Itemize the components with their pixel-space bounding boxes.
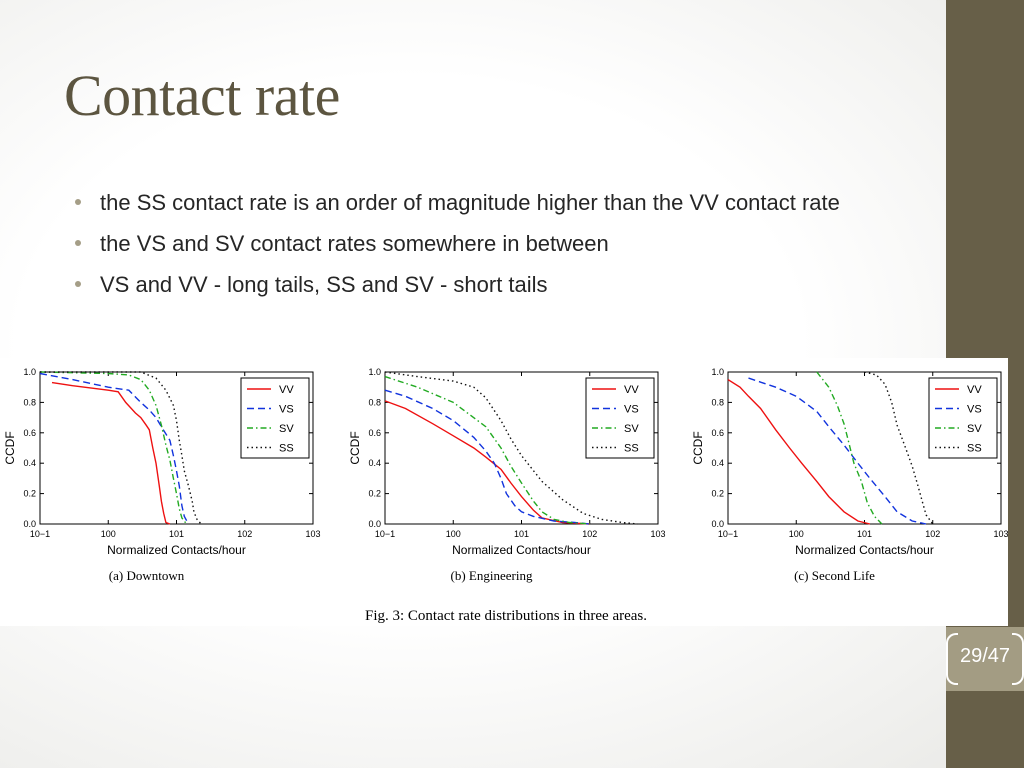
y-tick-label: 0.8: [368, 397, 381, 407]
page-number: 29/47: [959, 645, 1011, 667]
x-tick-label: 102: [237, 529, 252, 539]
legend-label: VV: [967, 384, 982, 396]
series-line-ss: [864, 371, 934, 525]
bullet-item: the SS contact rate is an order of magni…: [74, 186, 874, 220]
y-tick-label: 0.8: [23, 397, 36, 407]
legend-label: VV: [279, 384, 294, 396]
figure-panel: 10−1 100 101 102 103 0.0 0.2 0.4 0.6 0.8 1.0 Normal…: [0, 358, 1008, 626]
x-tick-label: 10−1: [718, 529, 738, 539]
series-line-vs: [748, 377, 927, 525]
x-tick-label: 101: [514, 529, 529, 539]
legend-label: SS: [279, 443, 294, 455]
y-tick-label: 0.8: [711, 397, 724, 407]
y-tick-label: 1.0: [23, 367, 36, 377]
slide-title: Contact rate: [64, 63, 340, 128]
series-line-sv: [39, 371, 188, 525]
subfigure-caption: (c) Second Life: [794, 568, 875, 583]
y-tick-label: 0.6: [368, 428, 381, 438]
legend-label: SV: [279, 423, 294, 435]
x-axis-label: Normalized Contacts/hour: [795, 543, 934, 557]
x-tick-label: 103: [305, 529, 320, 539]
x-tick-label: 102: [925, 529, 940, 539]
legend-label: SV: [967, 423, 982, 435]
counter-bracket-right: [1012, 633, 1024, 685]
bullet-item: the VS and SV contact rates somewhere in…: [74, 227, 874, 261]
series-line-vv: [384, 400, 590, 525]
y-tick-label: 1.0: [711, 367, 724, 377]
series-line-vv: [51, 381, 171, 525]
legend-box: [928, 377, 998, 459]
figure-svg: 10−1 100 101 102 103 0.0 0.2 0.4 0.6 0.8 1.0 Normal…: [3, 367, 1008, 624]
series-line-sv: [384, 375, 590, 525]
legend-label: SS: [624, 443, 639, 455]
x-tick-label: 101: [169, 529, 184, 539]
x-tick-label: 103: [993, 529, 1008, 539]
y-tick-label: 0.4: [368, 458, 381, 468]
bullet-list: the SS contact rate is an order of magni…: [74, 186, 874, 309]
series-line-ss: [384, 371, 638, 525]
chart-panel: 10−1 100 101 102 103 0.0 0.2 0.4 0.6 0.8 1.0 Normal…: [691, 367, 1008, 583]
figure-caption: Fig. 3: Contact rate distributions in th…: [365, 608, 647, 624]
legend-box: [585, 377, 655, 459]
legend-label: VS: [279, 404, 294, 416]
x-axis-label: Normalized Contacts/hour: [107, 543, 246, 557]
page-counter: 29/47: [946, 627, 1024, 691]
x-tick-label: 102: [582, 529, 597, 539]
chart-panel: 10−1 100 101 102 103 0.0 0.2 0.4 0.6 0.8 1.0 Normal…: [348, 367, 666, 583]
series-line-vs: [39, 372, 190, 525]
legend-label: VS: [624, 404, 639, 416]
y-tick-label: 0.2: [23, 489, 36, 499]
chart-panel: 10−1 100 101 102 103 0.0 0.2 0.4 0.6 0.8 1.0 Normal…: [3, 367, 321, 583]
y-axis-label: CCDF: [3, 431, 17, 464]
y-axis-label: CCDF: [348, 431, 362, 464]
legend-label: SS: [967, 443, 982, 455]
bullet-item: VS and VV - long tails, SS and SV - shor…: [74, 268, 874, 302]
series-line-sv: [816, 371, 883, 525]
y-axis-label: CCDF: [691, 431, 705, 464]
x-tick-label: 100: [789, 529, 804, 539]
y-tick-label: 0.6: [711, 428, 724, 438]
y-tick-label: 0.6: [23, 428, 36, 438]
x-axis-label: Normalized Contacts/hour: [452, 543, 591, 557]
x-tick-label: 100: [446, 529, 461, 539]
legend-label: VV: [624, 384, 639, 396]
x-tick-label: 103: [650, 529, 665, 539]
y-tick-label: 0.0: [23, 519, 36, 529]
subfigure-caption: (b) Engineering: [451, 568, 533, 583]
y-tick-label: 0.0: [711, 519, 724, 529]
y-tick-label: 0.2: [368, 489, 381, 499]
x-tick-label: 101: [857, 529, 872, 539]
x-tick-label: 10−1: [30, 529, 50, 539]
y-tick-label: 0.4: [23, 458, 36, 468]
subfigure-caption: (a) Downtown: [109, 568, 185, 583]
series-line-vs: [384, 389, 590, 525]
series-line-vv: [727, 379, 871, 525]
legend-box: [240, 377, 310, 459]
legend-label: VS: [967, 404, 982, 416]
counter-bracket-left: [946, 633, 958, 685]
y-tick-label: 1.0: [368, 367, 381, 377]
x-tick-label: 10−1: [375, 529, 395, 539]
x-tick-label: 100: [101, 529, 116, 539]
y-tick-label: 0.0: [368, 519, 381, 529]
y-tick-label: 0.4: [711, 458, 724, 468]
y-tick-label: 0.2: [711, 489, 724, 499]
legend-label: SV: [624, 423, 639, 435]
